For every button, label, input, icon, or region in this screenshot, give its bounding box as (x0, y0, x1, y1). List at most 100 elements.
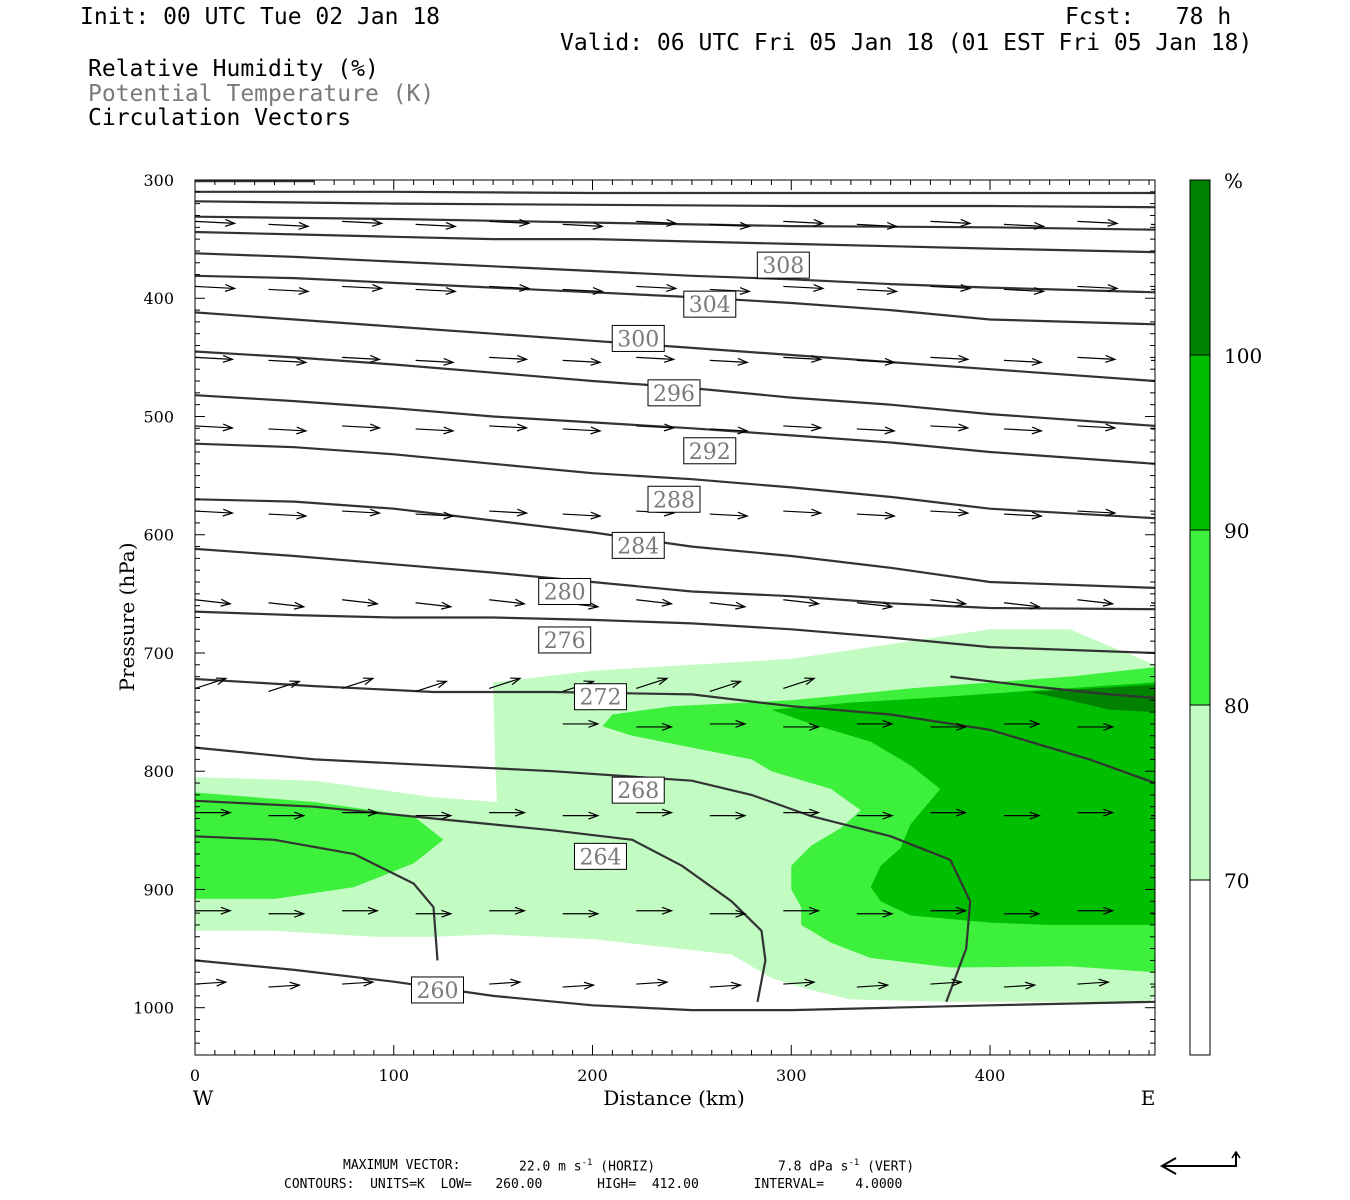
circulation-vector-139 (856, 601, 894, 610)
contour-label-text: 288 (653, 488, 695, 513)
circulation-vector-84 (636, 423, 676, 432)
circulation-vector-9 (856, 221, 899, 230)
circulation-vector-168 (783, 722, 821, 731)
circulation-vector-37 (1003, 286, 1046, 295)
circulation-vector-163 (709, 680, 743, 693)
colorbar-level-label: 100 (1224, 344, 1262, 368)
vert-tag: (VERT) (867, 1159, 915, 1175)
circulation-vector-57 (562, 357, 602, 366)
circulation-vector-180 (709, 811, 747, 820)
circulation-vector-61 (856, 357, 897, 366)
circulation-vector-15 (1298, 222, 1338, 229)
max-horiz-text: 22.0 m s (519, 1159, 582, 1175)
contour-label-text: 272 (579, 686, 621, 711)
circulation-vector-230 (562, 981, 596, 990)
contour-label-text: 284 (617, 534, 659, 559)
valid-time: Valid: 06 UTC Fri 05 Jan 18 (01 EST Fri … (560, 30, 1253, 56)
colorbar-bin-3 (1189, 354, 1211, 531)
theta-contour-260-0 (195, 959, 1155, 1012)
circulation-vector-234 (856, 981, 890, 990)
circulation-vector-6 (636, 218, 678, 227)
theta-contour-324-18 (195, 190, 1155, 195)
circulation-vector-56 (489, 354, 529, 363)
contour-label-text: 304 (689, 293, 731, 318)
circulation-vector-207 (783, 906, 821, 915)
theta-contour-300-12 (195, 311, 1155, 383)
circulation-vector-213 (1225, 907, 1260, 914)
rh-fill-90-3 (771, 682, 1155, 925)
circulation-vector-layer (195, 218, 1338, 990)
circulation-vector-144 (1225, 599, 1260, 606)
circulation-vector-67 (1298, 358, 1335, 365)
circulation-vector-12 (1077, 218, 1119, 227)
circulation-vector-209 (930, 906, 968, 915)
circulation-vector-34 (783, 283, 825, 292)
circulation-vector-63 (1003, 357, 1044, 366)
circulation-vector-165 (562, 719, 600, 728)
x-tick-label: 200 (577, 1066, 608, 1085)
theta-contour-308-14 (195, 252, 1155, 294)
circulation-vector-28 (342, 283, 384, 292)
circulation-vector-238 (1150, 986, 1155, 988)
vert-exponent: -1 (848, 1158, 860, 1168)
circulation-vector-233 (783, 978, 816, 987)
theta-contour-260-1 (195, 835, 439, 961)
colorbar-level-label: 80 (1224, 694, 1249, 718)
circulation-vector-141 (1003, 601, 1041, 610)
contour-label-text: 260 (416, 979, 458, 1004)
circulation-vector-239 (1225, 979, 1256, 986)
circulation-vector-204 (562, 909, 600, 918)
circulation-vector-240 (1298, 982, 1329, 989)
circulation-vector-30 (489, 283, 531, 292)
circulation-vector-79 (268, 426, 308, 435)
circulation-vector-32 (636, 283, 678, 292)
circulation-vector-205 (636, 906, 674, 915)
contour-label-text: 296 (653, 382, 695, 407)
circulation-vector-179 (636, 808, 674, 817)
circulation-vector-143 (1150, 602, 1155, 604)
contour-label-text: 276 (544, 629, 586, 654)
theta-contour-292-10 (195, 394, 1155, 465)
contour-label-284-6: 284 (611, 531, 665, 559)
max-vector-label: MAXIMUM VECTOR: (343, 1158, 461, 1173)
circulation-vector-29 (415, 286, 457, 295)
x-tick-label: 300 (776, 1066, 807, 1085)
circulation-vector-188 (1298, 812, 1333, 819)
circulation-vector-171 (1003, 719, 1041, 728)
circulation-vector-1 (268, 221, 310, 230)
max-horiz-value: 22.0 m s-1 (HORIZ) (519, 1159, 655, 1175)
contour-label-text: 268 (617, 779, 659, 804)
circulation-vector-111 (709, 511, 749, 520)
theta-contour-272-5 (950, 675, 1155, 699)
circulation-vector-237 (1077, 978, 1111, 987)
contour-label-text: 300 (617, 327, 659, 352)
colorbar-unit: % (1224, 169, 1243, 193)
circulation-vector-132 (342, 598, 380, 607)
circulation-vector-83 (562, 426, 602, 435)
x-tick-label: 0 (190, 1066, 200, 1085)
circulation-vector-5 (562, 221, 605, 230)
circulation-vector-183 (930, 808, 968, 817)
circulation-vector-109 (562, 511, 602, 520)
contour-label-text: 264 (579, 845, 621, 870)
circulation-vector-162 (636, 677, 669, 690)
contour-label-292-4: 292 (683, 437, 737, 465)
circulation-vector-227 (342, 978, 375, 987)
circulation-vector-145 (1298, 602, 1333, 609)
circulation-vector-174 (268, 811, 306, 820)
colorbar-level-label: 70 (1224, 869, 1249, 893)
circulation-vector-8 (783, 218, 825, 227)
circulation-vector-142 (1077, 598, 1115, 607)
circulation-vector-59 (709, 357, 749, 366)
colorbar-level-label: 90 (1224, 519, 1249, 543)
circulation-vector-106 (342, 508, 382, 517)
colorbar-bin-2 (1189, 529, 1211, 706)
circulation-vector-167 (709, 719, 747, 728)
x-tick-label: 400 (975, 1066, 1006, 1085)
circulation-vector-115 (1003, 511, 1044, 520)
circulation-vector-206 (709, 909, 747, 918)
init-time: Init: 00 UTC Tue 02 Jan 18 (80, 4, 441, 30)
circulation-vector-184 (1003, 811, 1041, 820)
circulation-vector-200 (268, 909, 306, 918)
